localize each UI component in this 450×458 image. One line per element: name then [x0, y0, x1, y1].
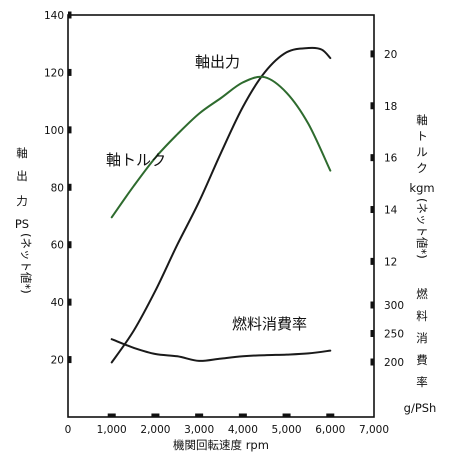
- x-axis-title: 機関回転速度 rpm: [173, 438, 269, 452]
- x-tick-mark: [238, 413, 247, 417]
- fuel-tick-label: 200: [384, 357, 404, 369]
- torque-axis-subtitle: (ネット値*): [415, 198, 429, 259]
- curves: [110, 46, 332, 364]
- x-tick-mark: [282, 413, 291, 417]
- fuel-tick-mark: [370, 301, 374, 309]
- left-axis-title-char: 軸: [16, 146, 28, 160]
- fuel-series-label: 燃料消費率: [232, 315, 307, 333]
- left-tick-label: 120: [44, 67, 64, 79]
- torque-tick-mark: [370, 154, 374, 162]
- x-tick-label: 3,000: [184, 424, 214, 436]
- fuel-tick-label: 300: [384, 300, 404, 312]
- torque-series-label: 軸トルク: [106, 151, 166, 169]
- axis-ticks: 20 40 60 80 100 120 140 12 14 16 18 20 200 250 300 0 1,0…: [44, 10, 404, 436]
- x-tick-mark: [326, 413, 335, 417]
- left-tick-mark: [68, 183, 72, 191]
- torque-axis-title-char: ク: [416, 161, 428, 175]
- labels: 軸出力軸トルク燃料消費率軸出力PS(ネット値*)軸トルクkgm(ネット値*)燃料…: [15, 53, 436, 452]
- fuel-axis-title-char: 料: [416, 309, 428, 323]
- x-tick-mark: [107, 413, 116, 417]
- left-axis-title-char: 出: [16, 169, 28, 183]
- left-tick-label: 100: [44, 125, 64, 137]
- fuel-axis-title-char: 燃: [416, 287, 428, 301]
- left-tick-label: 60: [51, 240, 64, 252]
- torque-tick-label: 12: [384, 256, 397, 268]
- torque-tick-label: 16: [384, 153, 398, 165]
- torque-axis-unit: kgm: [409, 181, 434, 195]
- plot-border: [67, 14, 375, 418]
- x-tick-label: 0: [65, 424, 72, 436]
- torque-tick-label: 20: [384, 49, 397, 61]
- torque-tick-mark: [370, 50, 374, 58]
- torque-curve: [110, 75, 332, 219]
- torque-tick-mark: [370, 257, 374, 265]
- power-curve: [110, 46, 332, 364]
- left-tick-mark: [68, 241, 72, 249]
- fuel-tick-label: 250: [384, 329, 404, 341]
- torque-axis-title-char: ト: [416, 129, 428, 143]
- left-tick-mark: [68, 126, 72, 134]
- left-tick-mark: [68, 11, 72, 19]
- torque-tick-mark: [370, 206, 374, 214]
- left-tick-label: 80: [51, 182, 64, 194]
- left-tick-mark: [68, 68, 72, 76]
- x-tick-label: 2,000: [140, 424, 170, 436]
- x-tick-label: 5,000: [272, 424, 302, 436]
- fuel-tick-mark: [370, 330, 374, 337]
- left-axis-title-char: PS: [15, 217, 29, 231]
- left-tick-mark: [68, 298, 72, 306]
- x-tick-mark: [151, 413, 160, 417]
- torque-axis-title-char: ル: [416, 145, 428, 159]
- x-tick-label: 4,000: [228, 424, 258, 436]
- torque-tick-mark: [370, 102, 374, 110]
- fuel-consumption-curve: [110, 338, 332, 362]
- torque-tick-label: 14: [384, 205, 398, 217]
- left-tick-label: 140: [44, 10, 64, 22]
- left-tick-mark: [68, 356, 72, 364]
- fuel-axis-title-char: 率: [416, 375, 428, 389]
- x-tick-mark: [195, 413, 204, 417]
- left-axis-title-char: 力: [16, 194, 28, 208]
- fuel-axis-unit: g/PSh: [404, 401, 437, 415]
- left-axis-subtitle: (ネット値*): [19, 233, 33, 294]
- left-tick-label: 20: [51, 355, 64, 367]
- fuel-axis-title-char: 費: [416, 353, 428, 367]
- x-tick-label: 6,000: [315, 424, 345, 436]
- torque-tick-label: 18: [384, 101, 397, 113]
- power-series-label: 軸出力: [195, 53, 240, 71]
- x-tick-label: 1,000: [97, 424, 127, 436]
- fuel-tick-mark: [370, 358, 374, 366]
- fuel-axis-title-char: 消: [416, 331, 428, 345]
- torque-axis-title-char: 軸: [416, 113, 428, 127]
- left-tick-label: 40: [51, 297, 64, 309]
- x-tick-label: 7,000: [359, 424, 389, 436]
- plot-frame: [67, 14, 375, 418]
